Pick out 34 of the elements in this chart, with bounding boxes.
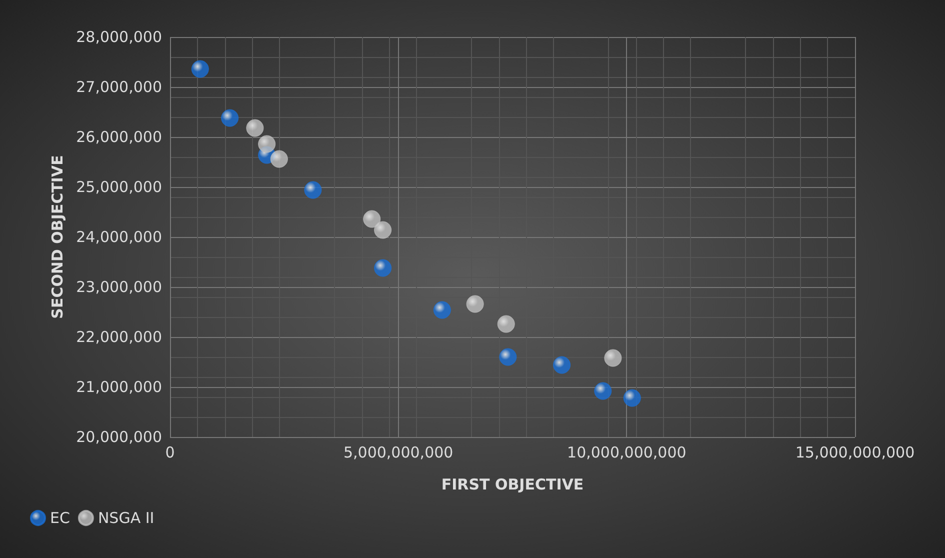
point — [604, 349, 622, 367]
y-tick-label: 27,000,000 — [76, 78, 162, 96]
point — [374, 221, 392, 239]
x-tick-label: 10,000,000,000 — [567, 444, 686, 462]
point — [246, 119, 264, 137]
point — [433, 301, 451, 319]
point — [553, 356, 571, 374]
x-tick-label: 0 — [165, 444, 175, 462]
point — [258, 135, 276, 153]
x-axis-title: FIRST OBJECTIVE — [441, 476, 584, 494]
point — [304, 181, 322, 199]
x-tick-label: 15,000,000,000 — [795, 444, 915, 462]
y-tick-label: 28,000,000 — [76, 28, 162, 46]
y-tick-label: 26,000,000 — [76, 128, 162, 146]
point — [191, 60, 209, 78]
point — [594, 382, 612, 400]
y-axis-title: SECOND OBJECTIVE — [48, 155, 67, 319]
y-tick-label: 24,000,000 — [76, 228, 162, 246]
point — [499, 348, 517, 366]
legend-label: EC — [50, 509, 70, 527]
x-tick-label: 5,000,000,000 — [343, 444, 454, 462]
y-tick-label: 20,000,000 — [76, 428, 162, 446]
point — [623, 389, 641, 407]
y-tick-label: 25,000,000 — [76, 178, 162, 196]
point — [270, 150, 288, 168]
y-tick-label: 23,000,000 — [76, 278, 162, 296]
point — [497, 315, 515, 333]
point — [466, 295, 484, 313]
point — [374, 259, 392, 277]
point — [221, 109, 239, 127]
y-tick-label: 22,000,000 — [76, 328, 162, 346]
legend-label: NSGA II — [98, 509, 154, 527]
y-tick-label: 21,000,000 — [76, 378, 162, 396]
point — [363, 210, 381, 228]
